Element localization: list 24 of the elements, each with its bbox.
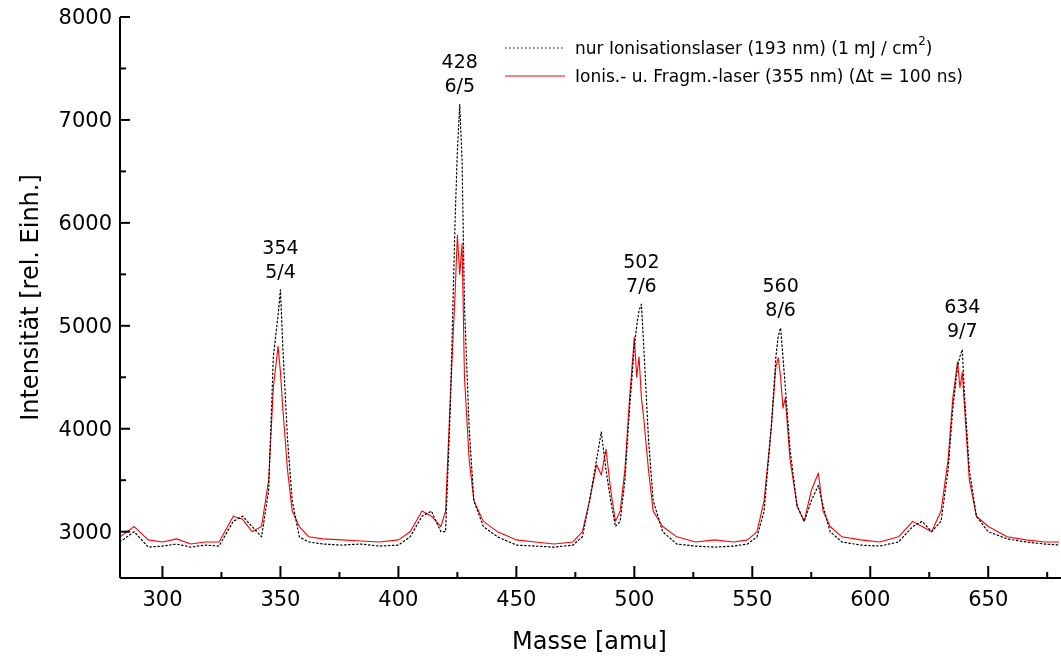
x-tick-label: 450 (496, 587, 537, 611)
y-tick-label: 4000 (58, 416, 112, 441)
y-tick-label: 7000 (58, 107, 112, 132)
annotation: 354 5/4 (262, 235, 299, 282)
y-tick-label: 5000 (58, 313, 112, 338)
x-tick-label: 350 (260, 587, 301, 611)
x-tick-label: 550 (732, 587, 773, 611)
line-series (120, 234, 1060, 545)
x-tick-label: 500 (614, 587, 655, 611)
y-tick-label: 3000 (58, 519, 112, 544)
x-tick-label: 300 (142, 587, 183, 611)
x-tick-label: 400 (378, 587, 419, 611)
y-tick-label: 8000 (58, 5, 112, 29)
annotation: 502 7/6 (623, 250, 660, 297)
legend-label: Ionis.- u. Fragm.-laser (355 nm) (Δt = 100 ns) (575, 66, 963, 86)
annotation: 428 6/5 (441, 50, 478, 97)
x-tick-label: 600 (850, 587, 891, 611)
x-axis-title: Masse [amu] (512, 627, 667, 655)
y-axis-title: Intensität [rel. Einh.] (16, 174, 44, 421)
legend-label: nur Ionisationslaser (193 nm) (1 mJ / cm$^{2}$) (575, 34, 933, 58)
x-tick-label: 650 (968, 587, 1009, 611)
annotation: 560 8/6 (762, 273, 799, 320)
annotation: 634 9/7 (944, 295, 981, 342)
y-tick-label: 6000 (58, 210, 112, 235)
